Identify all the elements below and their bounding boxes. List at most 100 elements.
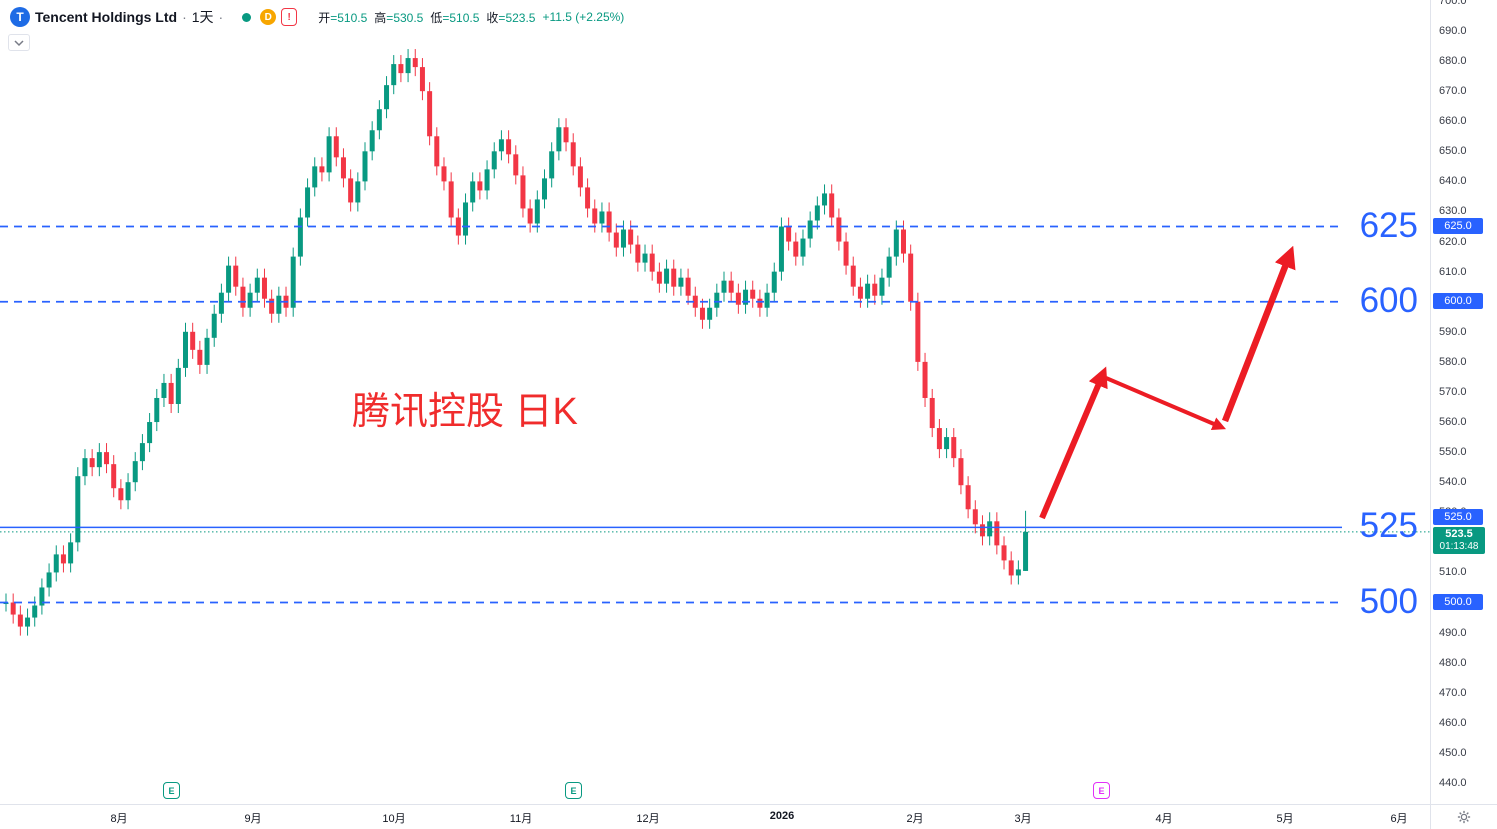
candle-body <box>771 271 777 293</box>
chart-pane[interactable]: T Tencent Holdings Ltd · 1天 · D ! 开=510.… <box>0 0 1430 804</box>
time-axis-label[interactable]: 4月 <box>1155 813 1173 825</box>
earnings-icon[interactable]: E <box>565 782 582 799</box>
candle-body <box>685 277 691 296</box>
candle-body <box>836 217 842 242</box>
time-axis-label[interactable]: 2026 <box>769 810 795 822</box>
symbol-logo-icon[interactable]: T <box>10 7 30 27</box>
candle-body <box>434 136 440 167</box>
candle-body <box>470 181 476 203</box>
candle-body <box>1001 545 1007 561</box>
price-tick: 490.0 <box>1439 626 1467 639</box>
candle-body <box>147 422 153 444</box>
current-price-badge: 523.5 01:13:48 <box>1433 526 1485 554</box>
chart-annotation-text[interactable]: 腾讯控股 日K <box>352 391 578 433</box>
candle-body <box>599 211 605 224</box>
candlestick-chart[interactable] <box>0 0 1430 804</box>
candle-body <box>542 178 547 200</box>
data-alert-icon[interactable]: ! <box>281 8 298 26</box>
current-price-value: 523.5 <box>1445 527 1473 540</box>
candle-body <box>89 458 95 468</box>
legend-collapse-button[interactable] <box>8 34 30 51</box>
gear-icon[interactable] <box>1457 810 1471 824</box>
candle-body <box>620 229 626 248</box>
candle-body <box>707 307 713 320</box>
time-axis-label[interactable]: 6月 <box>1390 813 1408 825</box>
candle-body <box>936 428 942 450</box>
time-axis-label[interactable]: 12月 <box>636 813 660 825</box>
price-axis[interactable]: 523.5 01:13:48 700.0 690.0 680.0 670.0 660.0… <box>1430 0 1497 804</box>
candle-body <box>628 229 634 245</box>
separator-dot: · <box>218 9 224 25</box>
candle-body <box>764 292 770 308</box>
level-label-625[interactable]: 625 <box>1359 205 1418 245</box>
time-axis-label[interactable]: 3月 <box>1014 813 1032 825</box>
candle-body <box>132 461 138 483</box>
close-label: 收 <box>486 10 499 25</box>
level-label-600[interactable]: 600 <box>1359 280 1418 320</box>
candle-body <box>233 265 239 287</box>
candle-body <box>190 331 196 350</box>
candle-body <box>757 298 763 308</box>
price-tick: 640.0 <box>1439 175 1467 188</box>
forecast-arrow-3[interactable] <box>1221 245 1296 423</box>
candle-body <box>807 220 813 239</box>
candle-body <box>419 67 425 92</box>
high-value: 530.5 <box>393 10 424 25</box>
candle-body <box>139 443 145 462</box>
time-axis[interactable]: 8月 9月 10月 11月 12月 2026 2月 3月 4月 5月 6月 <box>0 804 1430 829</box>
candle-body <box>642 253 648 263</box>
separator-dot: · <box>182 9 187 25</box>
earnings-icon[interactable]: E <box>163 782 180 799</box>
candle-body <box>305 187 311 218</box>
candle-body <box>664 268 670 284</box>
bar-countdown: 01:13:48 <box>1439 540 1479 552</box>
candle-body <box>692 295 698 308</box>
candle-body <box>857 286 863 299</box>
candle-body <box>340 157 346 179</box>
axis-price-badge-625: 625.0 <box>1433 217 1483 234</box>
candle-body <box>972 509 978 525</box>
candle-body <box>951 437 957 459</box>
candle-body <box>714 292 720 308</box>
candle-body <box>25 617 31 627</box>
candle-body <box>534 199 540 224</box>
future-earnings-icon[interactable]: E <box>1093 782 1110 799</box>
delayed-data-icon[interactable]: D <box>260 9 277 25</box>
candle-body <box>520 175 526 209</box>
candle-body <box>312 166 318 188</box>
time-axis-label[interactable]: 8月 <box>110 813 128 825</box>
candle-body <box>592 208 598 224</box>
time-axis-label[interactable]: 11月 <box>509 813 533 825</box>
candle-body <box>455 217 461 236</box>
candle-body <box>326 136 332 173</box>
price-tick: 660.0 <box>1439 115 1467 128</box>
high-label: 高 <box>374 10 387 25</box>
level-label-525[interactable]: 525 <box>1359 506 1418 546</box>
time-axis-label[interactable]: 9月 <box>244 813 262 825</box>
candle-body <box>929 397 935 429</box>
market-status-icon[interactable] <box>242 12 252 22</box>
level-label-500[interactable]: 500 <box>1359 581 1418 621</box>
candle-body <box>484 169 490 191</box>
candle-body <box>606 211 612 233</box>
candle-body <box>743 289 749 305</box>
forecast-arrow-1[interactable] <box>1039 366 1108 520</box>
time-axis-label[interactable]: 2月 <box>906 813 924 825</box>
price-tick: 480.0 <box>1439 656 1467 669</box>
axis-settings-corner[interactable] <box>1430 804 1497 829</box>
interval-label[interactable]: 1天 <box>191 9 214 25</box>
candle-body <box>577 166 583 188</box>
symbol-name[interactable]: Tencent Holdings Ltd <box>35 9 178 25</box>
time-axis-label[interactable]: 5月 <box>1276 813 1294 825</box>
candle-body <box>211 313 217 338</box>
time-axis-label[interactable]: 10月 <box>382 813 406 825</box>
price-tick: 620.0 <box>1439 235 1467 248</box>
candle-body <box>175 367 181 404</box>
forecast-arrow-2[interactable] <box>1105 376 1227 431</box>
candle-body <box>348 178 354 203</box>
low-label: 低 <box>430 10 443 25</box>
axis-price-badge-600: 600.0 <box>1433 292 1483 309</box>
price-tick: 450.0 <box>1439 746 1467 759</box>
candle-body <box>1008 560 1014 576</box>
price-tick: 590.0 <box>1439 325 1467 338</box>
